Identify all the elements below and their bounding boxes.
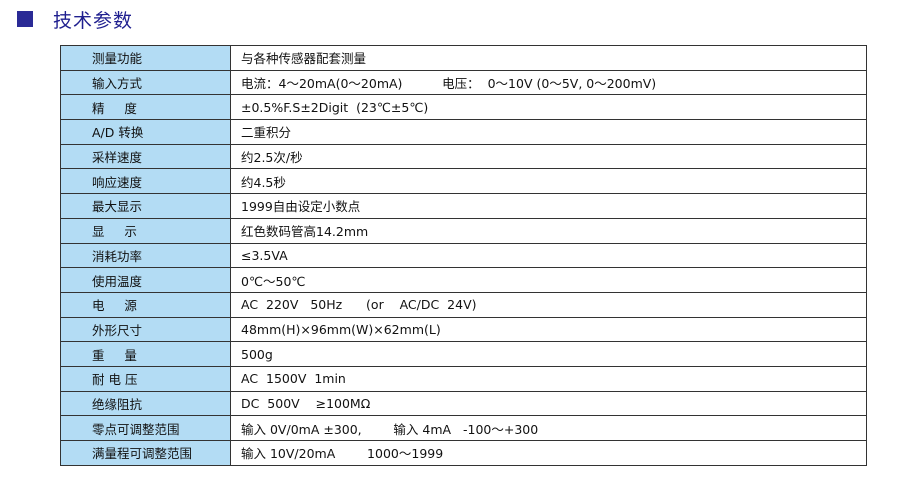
spec-label: 零点可调整范围 — [60, 415, 231, 441]
spec-label: 精 度 — [60, 94, 231, 121]
spec-table: 测量功能 与各种传感器配套测量 输入方式 电流：4～20mA(0～20mA) 电压： … — [60, 45, 867, 466]
spec-label: 测量功能 — [60, 45, 231, 71]
spec-label: 重 量 — [60, 341, 231, 367]
spec-row: 消耗功率 ≤3.5VA — [60, 242, 867, 269]
spec-row: 显 示红色数码管高14.2mm — [60, 217, 867, 244]
spec-value: 与各种传感器配套测量 — [230, 45, 867, 71]
title-bullet-icon — [17, 11, 33, 27]
spec-row: 响应速度 约4.5秒 — [60, 168, 867, 195]
spec-value: ≤3.5VA — [230, 242, 867, 269]
spec-label: 电 源 — [60, 291, 231, 318]
spec-label: 响应速度 — [60, 168, 231, 195]
spec-row: 测量功能 与各种传感器配套测量 — [60, 45, 867, 71]
spec-value: 500g — [230, 341, 867, 367]
section-title: 技术参数 — [53, 10, 134, 32]
spec-row: 外形尺寸 48mm(H)×96mm(W)×62mm(L) — [60, 316, 867, 343]
spec-value: 输入 10V/20mA 1000～1999 — [230, 440, 867, 466]
spec-value: 输入 0V/0mA ±300, 输入 4mA -100～+300 — [230, 415, 867, 441]
spec-row: 耐 电 压 AC 1500V 1min — [60, 365, 867, 392]
spec-value: AC 1500V 1min — [230, 365, 867, 392]
spec-label: 耐 电 压 — [60, 365, 231, 392]
spec-row: 满量程可调整范围 输入 10V/20mA 1000～1999 — [60, 440, 867, 466]
spec-label: 显 示 — [60, 217, 231, 244]
spec-value: 约2.5次/秒 — [230, 143, 867, 170]
spec-label: 外形尺寸 — [60, 316, 231, 343]
spec-row: 绝缘阻抗 DC 500V ≥100MΩ — [60, 390, 867, 417]
spec-row: 使用温度 0℃～50℃ — [60, 267, 867, 293]
spec-label: 绝缘阻抗 — [60, 390, 231, 417]
spec-row: 零点可调整范围 输入 0V/0mA ±300, 输入 4mA -100～+300 — [60, 415, 867, 441]
spec-row: 精 度 ±0.5%F.S±2Digit (23℃±5℃) — [60, 94, 867, 121]
spec-label: 使用温度 — [60, 267, 231, 293]
spec-label: 满量程可调整范围 — [60, 440, 231, 466]
spec-row: 采样速度 约2.5次/秒 — [60, 143, 867, 170]
spec-value: 二重积分 — [230, 119, 867, 145]
spec-value: 约4.5秒 — [230, 168, 867, 195]
spec-label: 输入方式 — [60, 69, 231, 96]
spec-value: 红色数码管高14.2mm — [230, 217, 867, 244]
spec-label: 采样速度 — [60, 143, 231, 170]
spec-value: 0℃～50℃ — [230, 267, 867, 293]
spec-row: 最大显示 1999自由设定小数点 — [60, 193, 867, 219]
spec-label: 消耗功率 — [60, 242, 231, 269]
spec-row: 电 源 AC 220V 50Hz (or AC/DC 24V) — [60, 291, 867, 318]
spec-row: A/D 转换 二重积分 — [60, 119, 867, 145]
spec-value: 电流：4～20mA(0～20mA) 电压： 0～10V (0～5V, 0～200… — [230, 69, 867, 96]
spec-row: 输入方式 电流：4～20mA(0～20mA) 电压： 0～10V (0～5V, 0… — [60, 69, 867, 96]
spec-row: 重 量 500g — [60, 341, 867, 367]
spec-label: A/D 转换 — [60, 119, 231, 145]
spec-value: ±0.5%F.S±2Digit (23℃±5℃) — [230, 94, 867, 121]
spec-value: 48mm(H)×96mm(W)×62mm(L) — [230, 316, 867, 343]
spec-value: AC 220V 50Hz (or AC/DC 24V) — [230, 291, 867, 318]
spec-value: 1999自由设定小数点 — [230, 193, 867, 219]
spec-value: DC 500V ≥100MΩ — [230, 390, 867, 417]
spec-label: 最大显示 — [60, 193, 231, 219]
